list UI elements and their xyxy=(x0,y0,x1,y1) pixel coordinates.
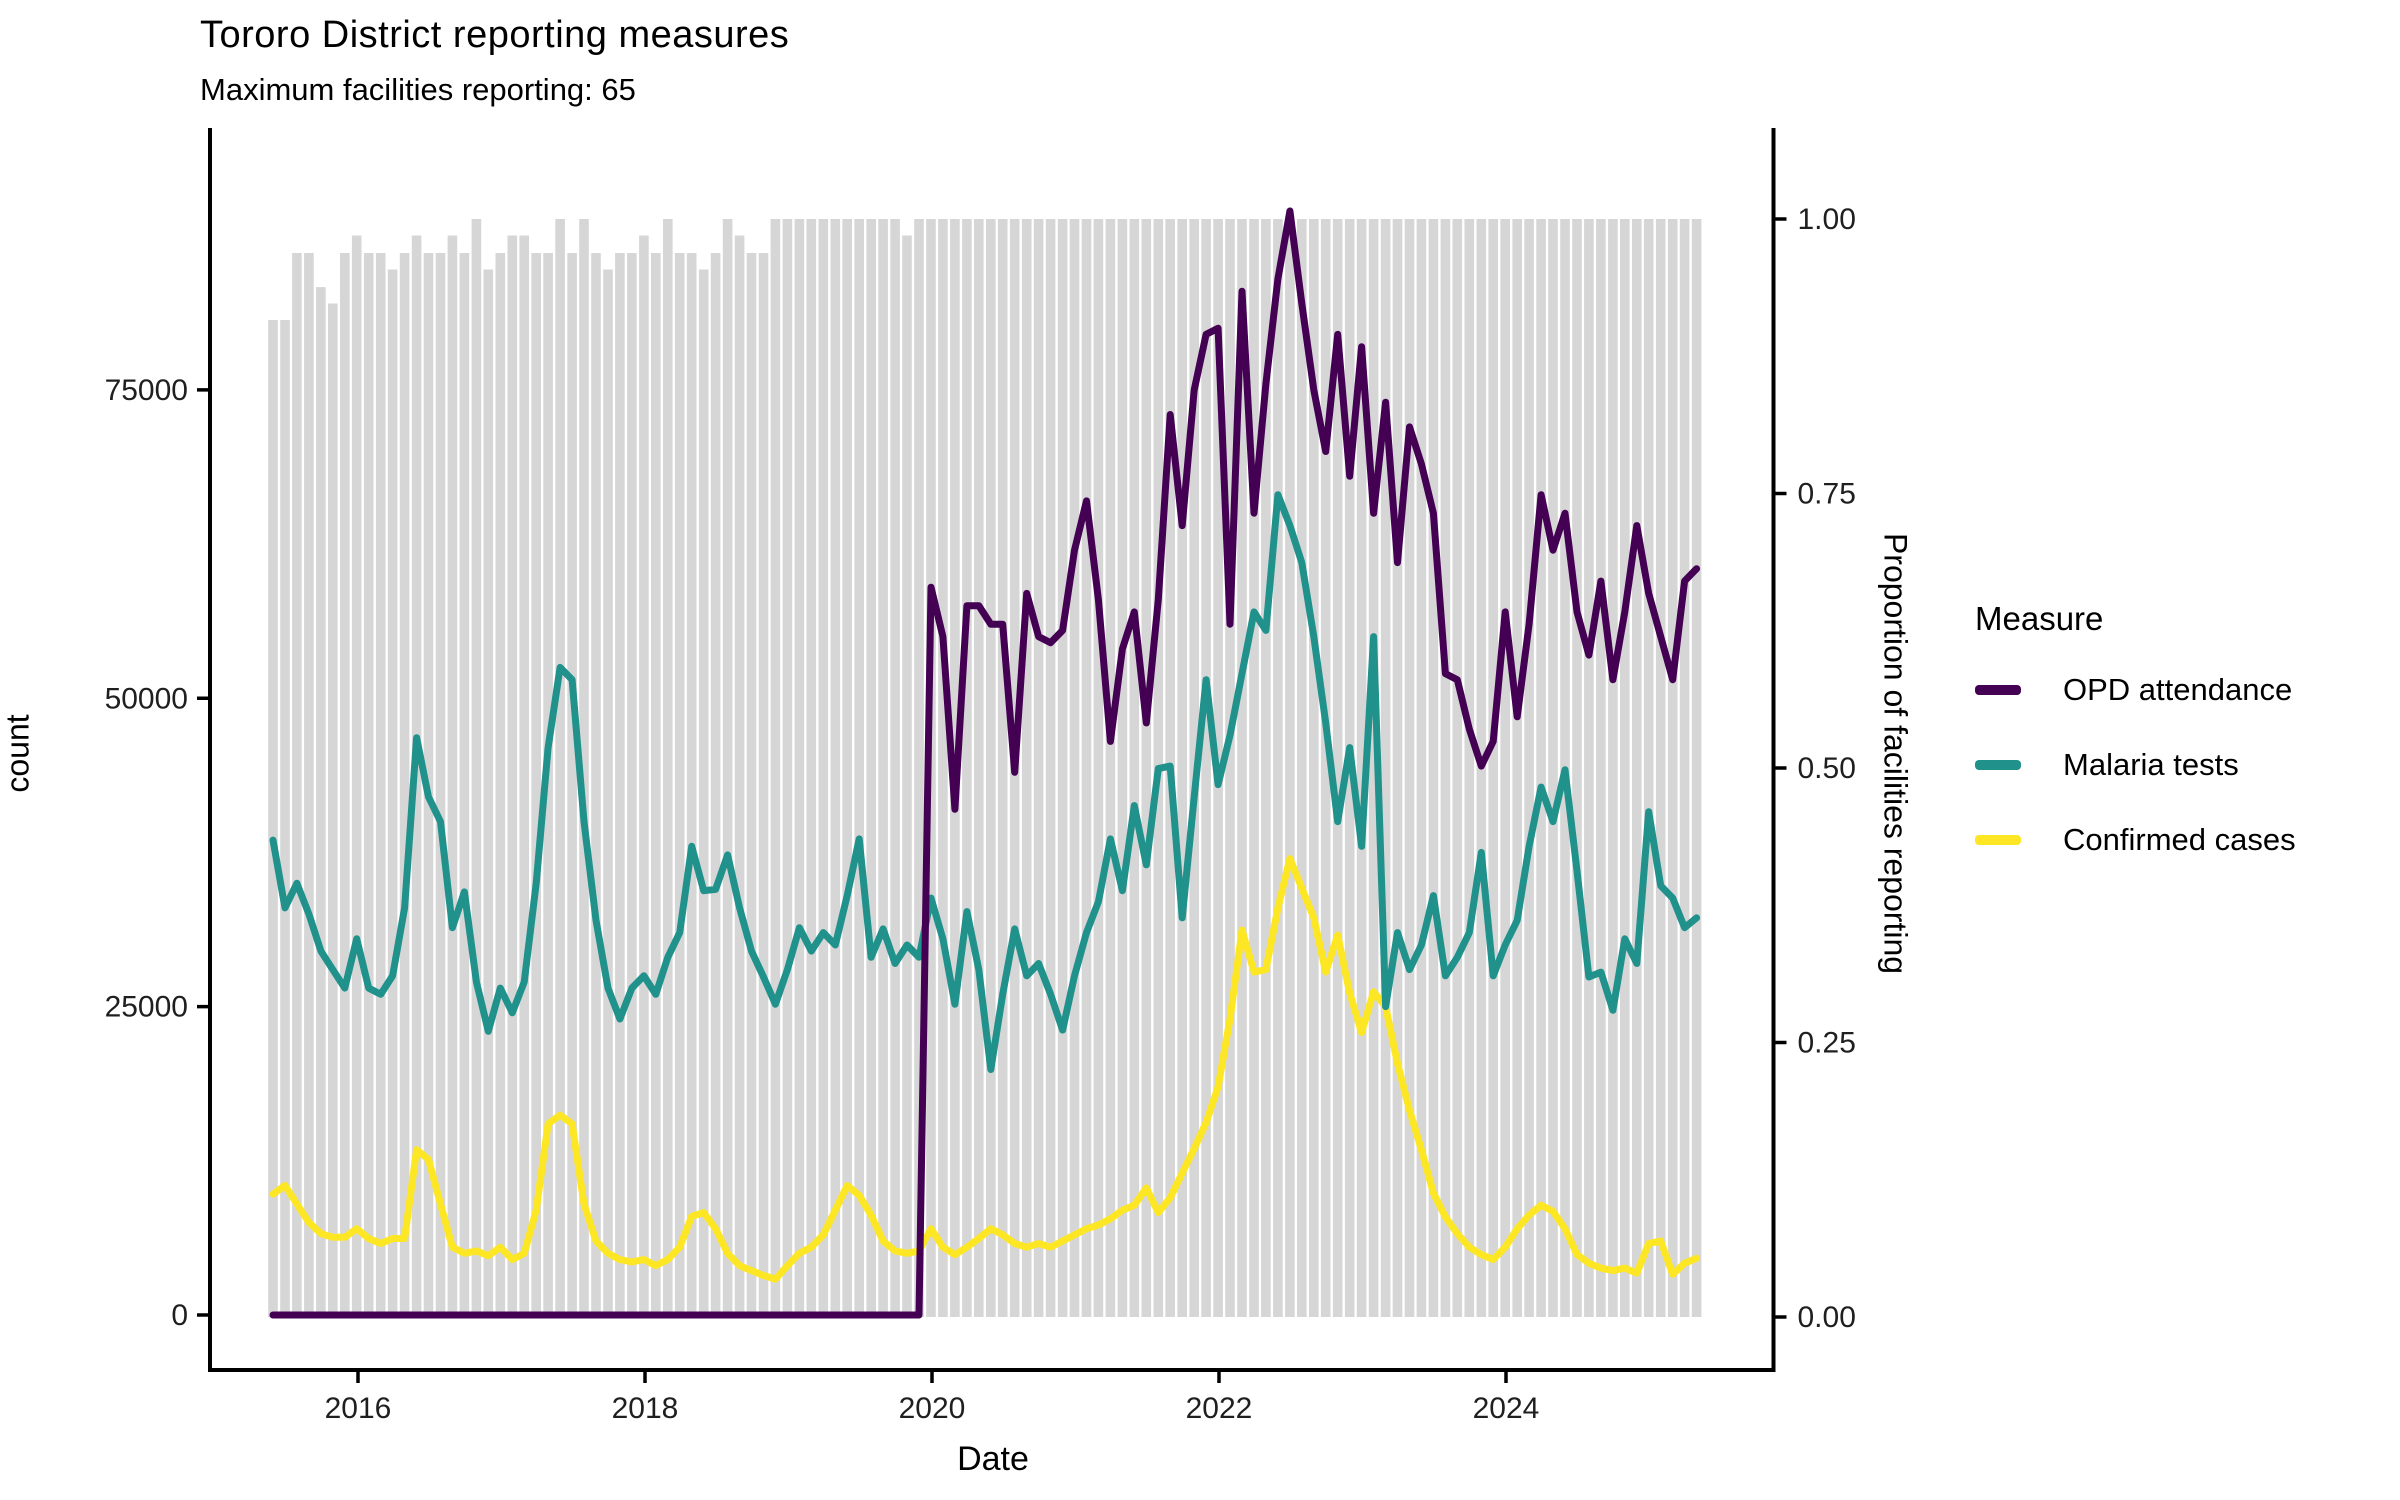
y-right-tick-label: 0.75 xyxy=(1798,478,1856,511)
x-tick-label: 2020 xyxy=(899,1392,966,1425)
x-tick-label: 2022 xyxy=(1186,1392,1253,1425)
legend-label-malaria: Malaria tests xyxy=(2063,747,2239,782)
line-opd-attendance xyxy=(269,207,1701,1319)
legend-item-malaria: Malaria tests xyxy=(1975,747,2395,783)
legend-item-opd: OPD attendance xyxy=(1975,672,2395,708)
legend-label-confirmed: Confirmed cases xyxy=(2063,822,2296,857)
y-right-tick-label: 0.25 xyxy=(1798,1027,1856,1060)
page-subtitle: Maximum facilities reporting: 65 xyxy=(200,72,636,107)
y-left-tick-label: 0 xyxy=(171,1299,188,1332)
malaria-line-swatch-icon xyxy=(1975,760,2021,770)
y-left-tick-label: 50000 xyxy=(105,682,188,715)
y-right-tick-label: 0.00 xyxy=(1798,1301,1856,1334)
axes xyxy=(197,128,1787,1383)
y-right-tick-label: 1.00 xyxy=(1798,203,1856,236)
opd-line-swatch-icon xyxy=(1975,685,2021,695)
legend-title: Measure xyxy=(1975,600,2104,637)
y-left-tick-label: 25000 xyxy=(105,991,188,1024)
x-tick-label: 2016 xyxy=(325,1392,392,1425)
legend-item-confirmed: Confirmed cases xyxy=(1975,822,2395,858)
x-axis-title: Date xyxy=(957,1440,1029,1478)
line-malaria-tests xyxy=(269,491,1701,1073)
line-confirmed-cases xyxy=(269,855,1701,1283)
legend-label-opd: OPD attendance xyxy=(2063,672,2293,707)
x-tick-label: 2018 xyxy=(612,1392,679,1425)
legend: Measure OPD attendance Malaria tests Con… xyxy=(1975,600,2395,897)
reporting-bars xyxy=(268,219,1702,1318)
confirmed-line-swatch-icon xyxy=(1975,835,2021,845)
y-right-tick-label: 0.50 xyxy=(1798,752,1856,785)
x-tick-label: 2024 xyxy=(1473,1392,1540,1425)
y-left-tick-label: 75000 xyxy=(105,374,188,407)
tick-labels: 0 25000 50000 75000 2016 2018 2020 2022 2024 0.00… xyxy=(105,203,1856,1425)
page-title: Tororo District reporting measures xyxy=(200,14,790,56)
